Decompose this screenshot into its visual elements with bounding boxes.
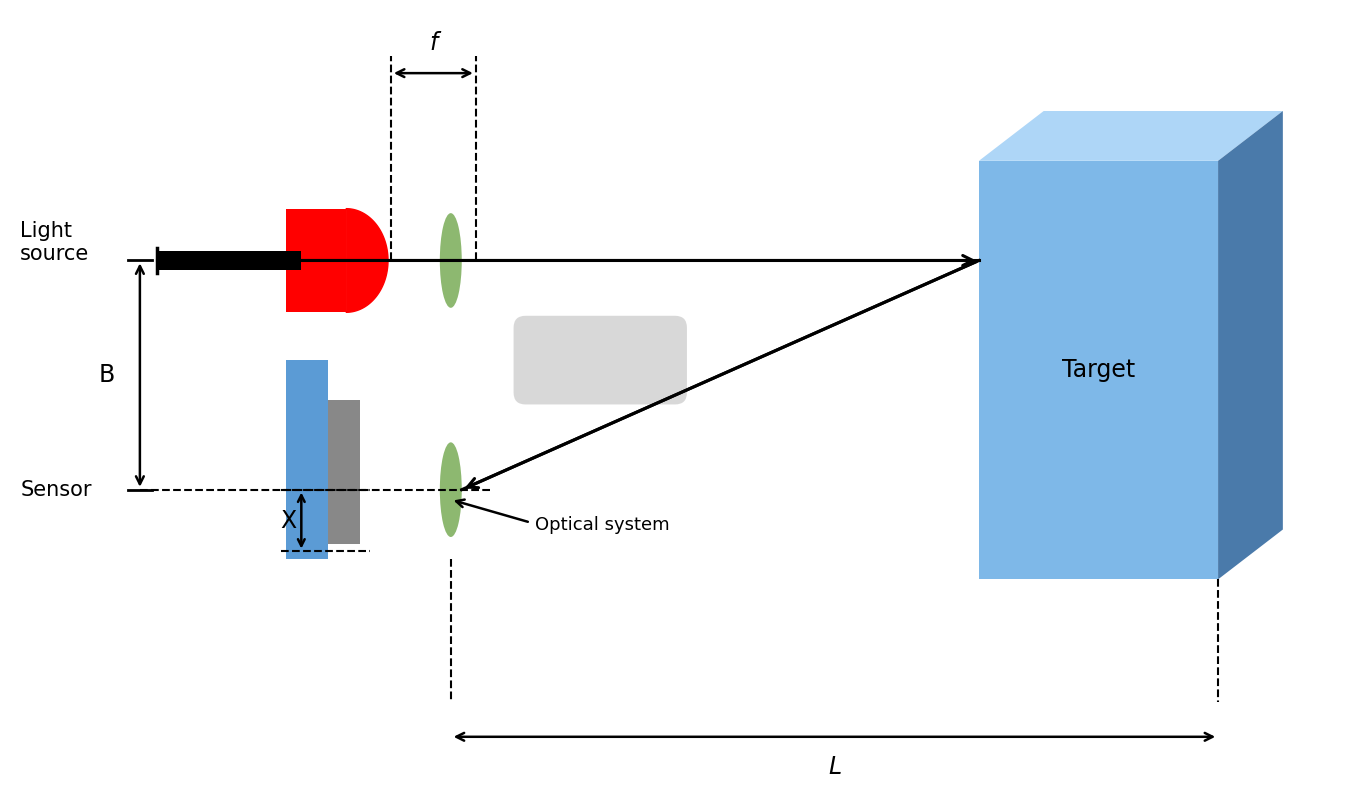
Bar: [157, 250, 301, 270]
Text: Sensor: Sensor: [20, 480, 92, 499]
Ellipse shape: [440, 213, 462, 308]
FancyBboxPatch shape: [513, 316, 687, 404]
Bar: [286, 209, 346, 312]
Bar: [979, 161, 1218, 579]
Ellipse shape: [440, 442, 462, 537]
Polygon shape: [1218, 111, 1282, 579]
Text: Light
source: Light source: [20, 221, 89, 264]
Text: Target: Target: [1062, 358, 1135, 382]
Bar: [328, 400, 360, 544]
Text: Optical system: Optical system: [536, 516, 670, 533]
Polygon shape: [346, 209, 387, 312]
Bar: [286, 360, 328, 559]
Text: X: X: [281, 509, 297, 532]
Polygon shape: [979, 111, 1282, 161]
Text: f: f: [429, 31, 437, 55]
Text: B: B: [99, 363, 115, 387]
Text: L: L: [828, 754, 841, 779]
